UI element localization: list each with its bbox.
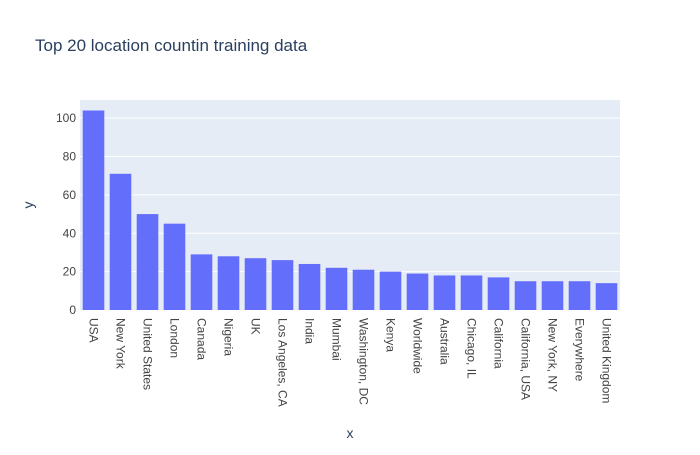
bar[interactable] [217,256,240,310]
bar[interactable] [406,273,429,310]
x-tick-label: Nigeria [222,318,236,356]
chart-title: Top 20 location countin training data [35,36,308,55]
y-tick-label: 20 [63,265,77,279]
bar[interactable] [325,267,348,310]
bar[interactable] [541,281,564,310]
y-tick-label: 80 [63,150,77,164]
y-tick-labels: 0 20 40 60 80 100 [56,111,76,317]
bar[interactable] [487,277,510,310]
x-tick-label: Worldwide [411,318,425,374]
bar[interactable] [568,281,591,310]
y-tick-label: 100 [56,111,76,125]
x-tick-labels: USA New York United States London Canada Nige… [87,318,614,407]
x-tick-label: UK [249,318,263,335]
x-tick-label: Australia [438,318,452,365]
bar[interactable] [244,258,267,310]
x-tick-label: Mumbai [330,318,344,361]
y-axis-title: y [20,202,36,209]
bar[interactable] [514,281,537,310]
x-tick-label: USA [87,318,101,343]
x-tick-label: Chicago, IL [465,318,479,379]
x-tick-label: United Kingdom [600,318,614,403]
x-tick-label: California [492,318,506,369]
bar[interactable] [190,254,213,310]
bar[interactable] [136,214,159,310]
x-axis-title: x [347,425,354,441]
x-tick-label: New York, NY [546,318,560,392]
x-tick-label: California, USA [519,318,533,400]
bar[interactable] [433,275,456,310]
bar[interactable] [163,223,186,310]
y-tick-label: 60 [63,188,77,202]
y-tick-label: 0 [69,303,76,317]
bar[interactable] [595,283,618,310]
x-tick-label: Washington, DC [357,318,371,405]
x-tick-label: New York [114,318,128,370]
x-tick-label: London [168,318,182,358]
bar[interactable] [82,110,105,311]
x-tick-label: Canada [195,318,209,360]
x-tick-label: Los Angeles, CA [276,318,290,407]
bar[interactable] [460,275,483,310]
plot-background [80,100,620,310]
x-tick-label: United States [141,318,155,390]
x-tick-label: Everywhere [573,318,587,382]
bar[interactable] [271,260,294,310]
bars [82,110,618,311]
x-tick-label: Kenya [384,318,398,352]
bar[interactable] [352,269,375,310]
x-tick-label: India [303,318,317,344]
y-tick-label: 40 [63,226,77,240]
bar[interactable] [109,173,132,310]
bar[interactable] [298,263,321,310]
bar[interactable] [379,271,402,310]
